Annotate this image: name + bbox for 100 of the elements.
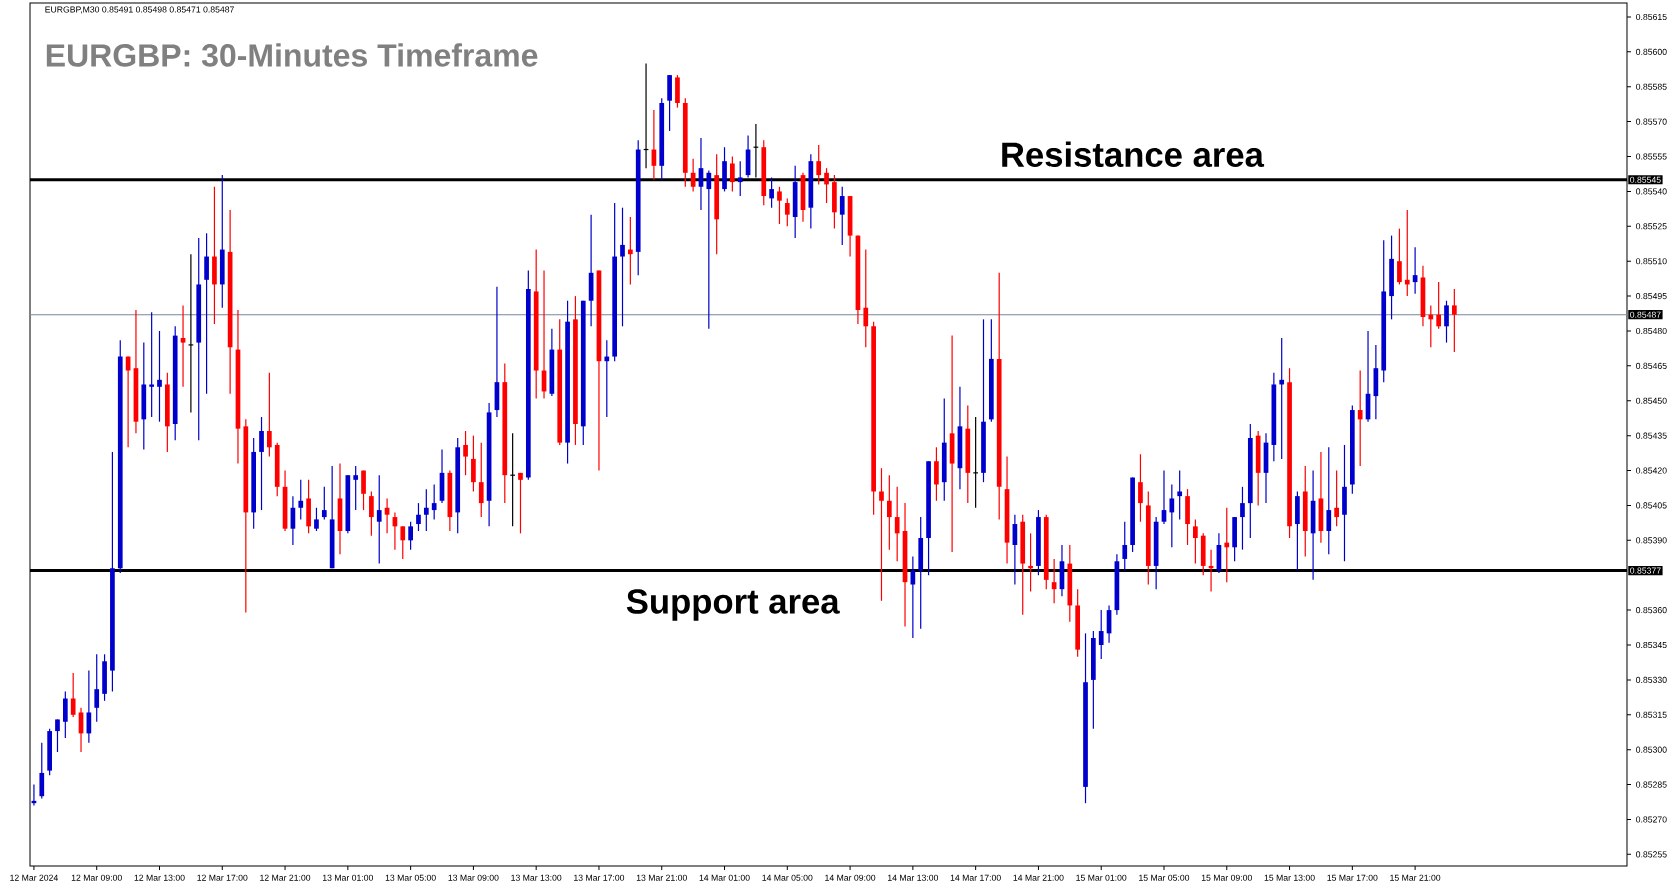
candlestick bbox=[1240, 486, 1245, 551]
y-tick-label: 0.85330 bbox=[1636, 676, 1667, 683]
x-tick-label: 12 Mar 21:00 bbox=[260, 874, 311, 881]
candlestick bbox=[259, 416, 264, 511]
ref-line-label: 0.85545 bbox=[1630, 176, 1661, 183]
x-tick-label: 14 Mar 05:00 bbox=[762, 874, 813, 881]
candlestick bbox=[706, 169, 712, 330]
x-tick-label: 12 Mar 13:00 bbox=[134, 874, 185, 881]
y-tick-label: 0.85435 bbox=[1636, 432, 1667, 439]
candlestick bbox=[934, 446, 939, 502]
candlestick bbox=[777, 186, 782, 225]
candlestick bbox=[149, 311, 154, 418]
candlestick bbox=[879, 467, 884, 602]
candlestick bbox=[321, 486, 327, 520]
y-tick-label: 0.85360 bbox=[1636, 607, 1667, 614]
y-tick-label: 0.85510 bbox=[1636, 258, 1667, 265]
x-tick-label: 14 Mar 17:00 bbox=[950, 874, 1001, 881]
candlestick bbox=[1444, 300, 1449, 344]
candlestick bbox=[408, 521, 413, 551]
x-tick-label: 15 Mar 09:00 bbox=[1201, 874, 1252, 881]
candlestick bbox=[267, 372, 272, 458]
text: EURGBP: 30-Minutes Timeframe bbox=[46, 43, 538, 67]
x-tick-label: 12 Mar 09:00 bbox=[71, 874, 122, 881]
candlestick bbox=[361, 469, 366, 511]
candlestick bbox=[180, 304, 186, 388]
candlestick bbox=[894, 486, 900, 562]
y-tick-label: 0.85345 bbox=[1636, 641, 1667, 649]
y-tick-label: 0.85390 bbox=[1636, 537, 1667, 544]
candlestick bbox=[187, 253, 194, 413]
x-tick-label: 14 Mar 09:00 bbox=[825, 874, 876, 881]
x-tick-label: 14 Mar 13:00 bbox=[888, 874, 939, 881]
y-tick-label: 0.85285 bbox=[1636, 781, 1667, 788]
candlestick bbox=[431, 483, 437, 520]
candlestick bbox=[863, 248, 869, 348]
x-tick-label: 15 Mar 21:00 bbox=[1390, 874, 1441, 881]
x-tick-label: 14 Mar 01:00 bbox=[699, 874, 750, 881]
candlestick bbox=[1326, 446, 1332, 555]
x-tick-label: 15 Mar 05:00 bbox=[1139, 874, 1190, 881]
y-tick-label: 0.85480 bbox=[1636, 327, 1667, 335]
candlestick bbox=[62, 690, 68, 739]
y-tick-label: 0.85555 bbox=[1636, 153, 1667, 160]
y-tick-label: 0.85600 bbox=[1636, 48, 1667, 55]
candlestick bbox=[886, 474, 892, 551]
y-tick-label: 0.85540 bbox=[1636, 188, 1667, 195]
candlestick bbox=[369, 490, 374, 537]
y-tick-label: 0.85255 bbox=[1636, 851, 1667, 858]
candlestick bbox=[1357, 369, 1363, 467]
annotation: Support area bbox=[626, 589, 840, 621]
candlestick bbox=[972, 416, 979, 509]
candlestick bbox=[70, 672, 76, 718]
y-tick-label: 0.85450 bbox=[1636, 397, 1667, 404]
ref-line-label: 0.85377 bbox=[1630, 567, 1661, 574]
annotation: Resistance area bbox=[1002, 141, 1265, 168]
y-tick-label: 0.85405 bbox=[1636, 502, 1667, 509]
y-tick-label: 0.85300 bbox=[1636, 746, 1667, 753]
candlestick bbox=[816, 144, 822, 186]
x-tick-label: 15 Mar 17:00 bbox=[1327, 874, 1378, 881]
y-tick-label: 0.85525 bbox=[1636, 223, 1667, 230]
candlestick bbox=[1138, 453, 1143, 523]
x-tick-label: 13 Mar 21:00 bbox=[636, 874, 687, 881]
candlestick bbox=[620, 207, 625, 327]
y-tick-label: 0.85420 bbox=[1636, 467, 1667, 474]
y-tick-label: 0.85495 bbox=[1636, 293, 1667, 300]
candlestick bbox=[55, 718, 60, 753]
candlestick bbox=[376, 474, 382, 565]
x-tick-label: 12 Mar 17:00 bbox=[197, 874, 248, 881]
x-tick-label: 12 Mar 2024 bbox=[10, 874, 58, 881]
candlestick bbox=[416, 502, 421, 532]
candlestick bbox=[463, 430, 468, 476]
candlestick bbox=[769, 176, 774, 209]
y-tick-label: 0.85615 bbox=[1636, 13, 1667, 21]
candlestick bbox=[478, 442, 484, 518]
candlestick bbox=[1428, 304, 1434, 348]
candlestick bbox=[1436, 281, 1442, 330]
candlestick bbox=[204, 232, 209, 395]
candlestick bbox=[1404, 209, 1410, 297]
candlestick bbox=[314, 507, 319, 532]
candlestick bbox=[1452, 288, 1457, 353]
candlestick bbox=[400, 525, 406, 560]
candlestick bbox=[1279, 337, 1285, 460]
candlestick bbox=[730, 155, 735, 192]
candlestick bbox=[1334, 469, 1339, 527]
candlestick bbox=[1028, 532, 1033, 593]
x-tick-label: 13 Mar 13:00 bbox=[511, 874, 562, 881]
candlestick bbox=[1122, 521, 1128, 572]
candlestick bbox=[737, 160, 743, 197]
y-tick-label: 0.85270 bbox=[1636, 816, 1667, 823]
x-tick-label: 13 Mar 05:00 bbox=[385, 874, 436, 881]
candlestick bbox=[628, 216, 633, 286]
candlestick bbox=[471, 435, 476, 493]
ref-line-label: 0.85487 bbox=[1630, 311, 1661, 318]
candlestick bbox=[353, 465, 359, 511]
y-tick-label: 0.85570 bbox=[1636, 118, 1667, 125]
annotation: EURGBP,M30 0.85491 0.85498 0.85471 0.85487 bbox=[45, 6, 234, 14]
candlestick bbox=[423, 488, 429, 532]
x-tick-label: 13 Mar 09:00 bbox=[448, 874, 499, 881]
y-tick-label: 0.85315 bbox=[1636, 711, 1667, 718]
y-tick-label: 0.85465 bbox=[1636, 362, 1667, 369]
candlestick bbox=[839, 186, 845, 246]
candlestick bbox=[784, 197, 790, 227]
